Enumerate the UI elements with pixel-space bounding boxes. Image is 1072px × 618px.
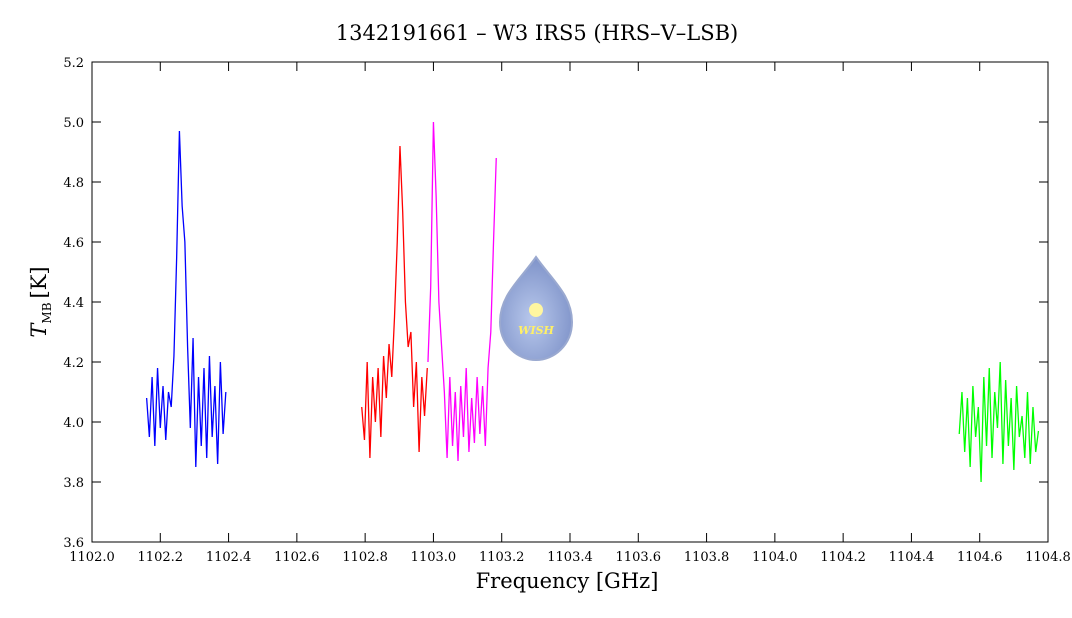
logo: WISH xyxy=(498,255,574,362)
x-tick-label: 1104.8 xyxy=(1025,550,1071,565)
y-tick-label: 5.0 xyxy=(63,116,84,131)
y-tick-label: 4.2 xyxy=(63,356,84,371)
y-label-symbol: T xyxy=(27,322,51,338)
y-tick-label: 4.0 xyxy=(63,416,84,431)
logo-text: WISH xyxy=(518,324,554,337)
y-tick-label: 4.8 xyxy=(63,176,84,191)
x-tick-label: 1104.2 xyxy=(820,550,866,565)
x-tick-label: 1104.4 xyxy=(889,550,935,565)
x-tick-label: 1102.2 xyxy=(138,550,184,565)
x-tick-label: 1103.0 xyxy=(411,550,457,565)
logo-star xyxy=(529,303,543,317)
y-label-unit: [K] xyxy=(27,266,51,298)
y-tick-label: 3.8 xyxy=(63,476,84,491)
x-tick-label: 1102.8 xyxy=(342,550,388,565)
chart-title: 1342191661 – W3 IRS5 (HRS–V–LSB) xyxy=(336,21,738,45)
spectrum-line xyxy=(958,361,1040,483)
y-axis-label: TMB [K] xyxy=(27,266,54,337)
x-tick-label: 1103.2 xyxy=(479,550,525,565)
spectrum-line xyxy=(427,121,497,462)
y-tick-label: 5.2 xyxy=(63,56,84,71)
x-tick-label: 1103.4 xyxy=(547,550,593,565)
x-tick-label: 1103.8 xyxy=(684,550,730,565)
spectrum-line xyxy=(361,145,428,459)
x-tick-label: 1104.0 xyxy=(752,550,798,565)
x-tick-label: 1102.4 xyxy=(206,550,252,565)
x-tick-label: 1102.6 xyxy=(274,550,320,565)
y-tick-label: 4.6 xyxy=(63,236,84,251)
plot-frame xyxy=(91,61,1049,543)
x-tick-label: 1104.6 xyxy=(957,550,1003,565)
x-axis-label: Frequency [GHz] xyxy=(476,569,659,593)
y-tick-label: 3.6 xyxy=(63,536,84,551)
spectrum-line xyxy=(145,130,227,468)
x-tick-label: 1103.6 xyxy=(616,550,662,565)
y-label-subscript: MB xyxy=(40,302,54,323)
x-tick-label: 1102.0 xyxy=(69,550,115,565)
y-tick-label: 4.4 xyxy=(63,296,84,311)
